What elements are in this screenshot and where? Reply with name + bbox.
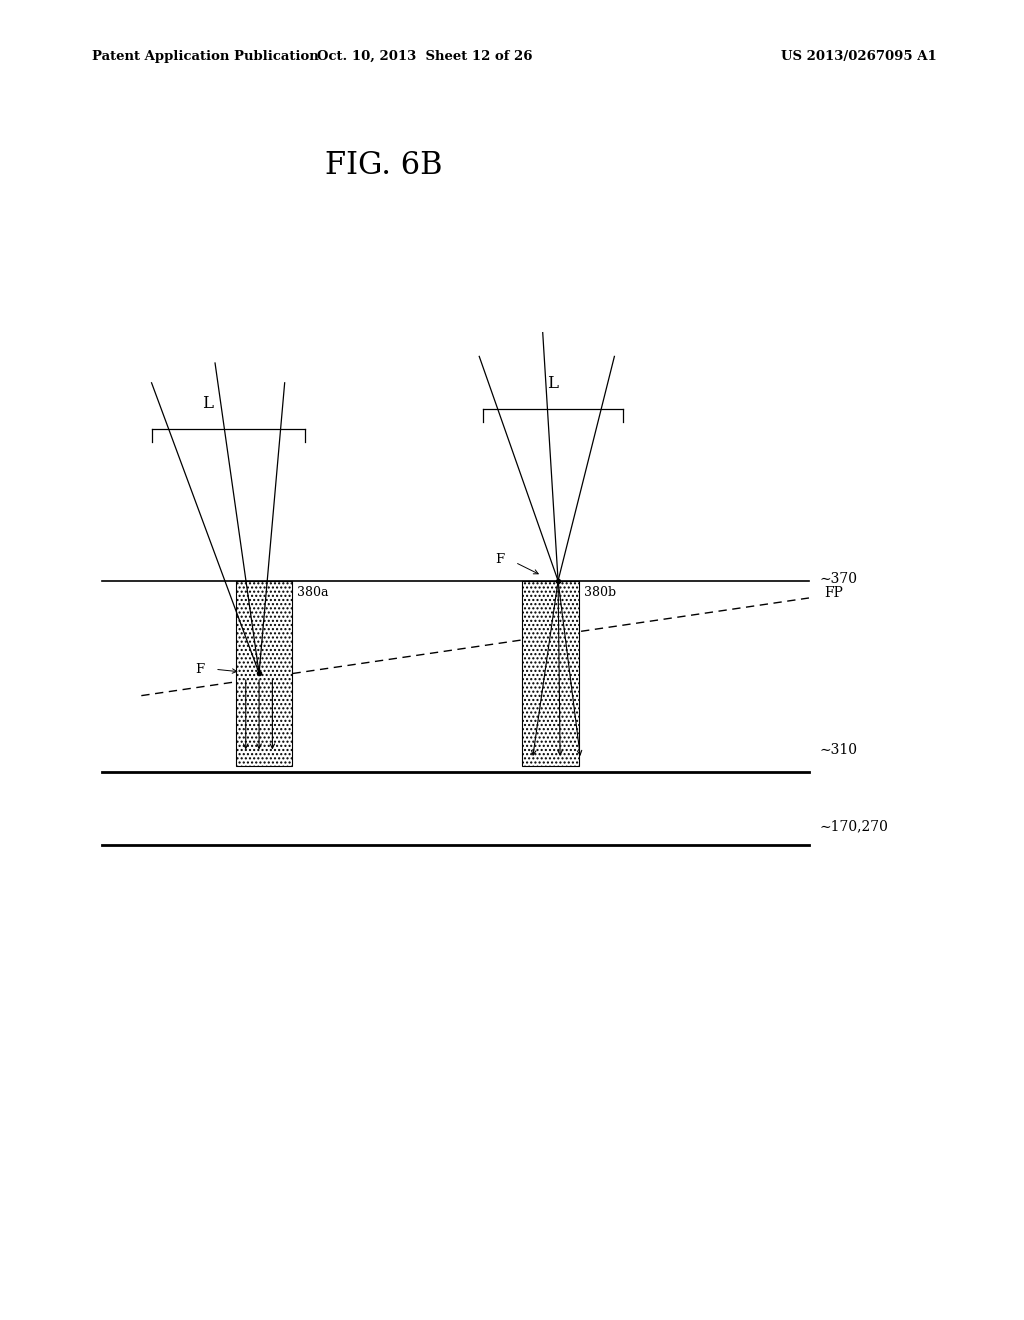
Text: ∼310: ∼310 xyxy=(819,743,857,756)
Text: L: L xyxy=(548,375,558,392)
Text: ∼370: ∼370 xyxy=(819,573,857,586)
Bar xyxy=(236,581,292,766)
Text: FP: FP xyxy=(824,586,843,599)
Text: US 2013/0267095 A1: US 2013/0267095 A1 xyxy=(781,50,937,63)
Text: 380a: 380a xyxy=(297,586,329,599)
Text: F: F xyxy=(196,663,204,676)
Text: F: F xyxy=(496,553,504,566)
Text: ∼170,270: ∼170,270 xyxy=(819,820,888,833)
Text: L: L xyxy=(203,395,213,412)
Text: 380b: 380b xyxy=(584,586,615,599)
Bar xyxy=(522,581,579,766)
Text: FIG. 6B: FIG. 6B xyxy=(326,149,442,181)
Text: Patent Application Publication: Patent Application Publication xyxy=(92,50,318,63)
Text: Oct. 10, 2013  Sheet 12 of 26: Oct. 10, 2013 Sheet 12 of 26 xyxy=(317,50,532,63)
